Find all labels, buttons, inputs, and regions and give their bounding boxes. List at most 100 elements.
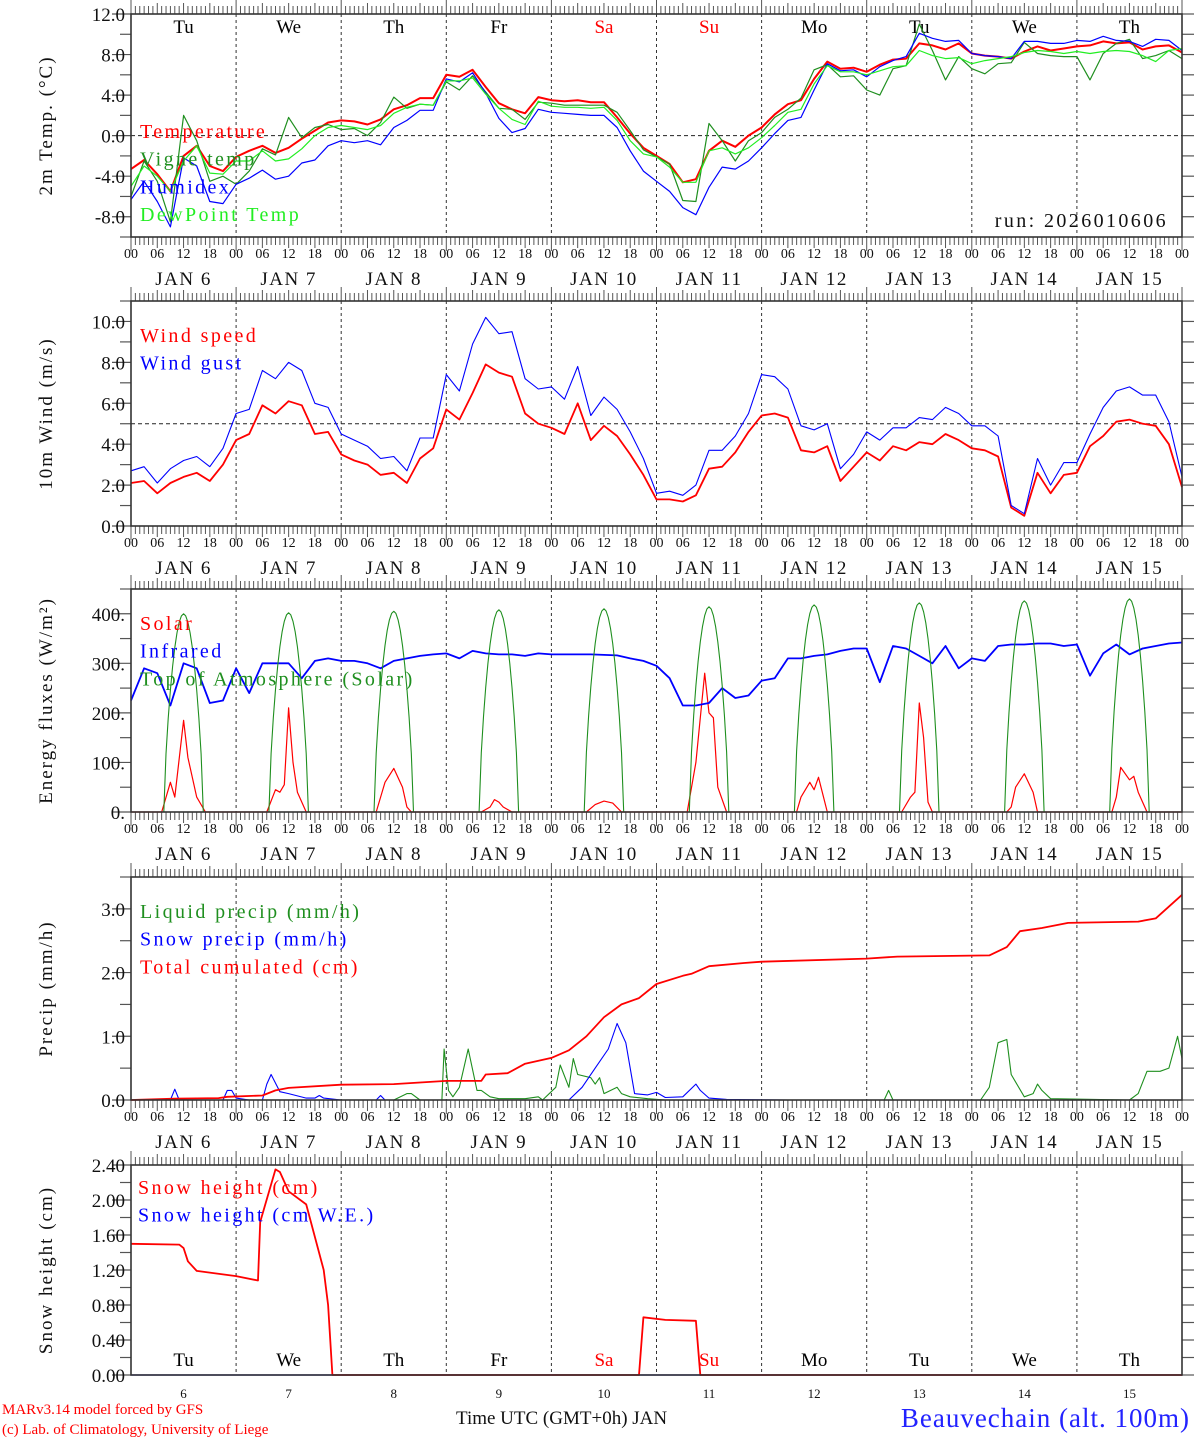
plot-frame	[130, 13, 1183, 238]
legend-item: Top of Atmosphere (Solar)	[140, 668, 415, 690]
y-tick-label: 0.0	[101, 127, 125, 148]
x-hour-label: 12	[387, 536, 401, 551]
x-date-label: JAN 8	[365, 558, 422, 579]
x-hour-label: 06	[781, 536, 795, 551]
y-tick-label: 2.0	[101, 476, 125, 497]
panel-2: 10.0 8.0 6.0 4.0 2.0 0.0 10m Wind (m/s) 00 06 12 1…	[36, 287, 1194, 579]
panel-4: 3.0 2.0 1.0 0.0 Precip (mm/h) 00 06 12 18 JAN 6 00…	[36, 863, 1194, 1153]
copyright: (c) Lab. of Climatology, University of L…	[2, 1422, 269, 1438]
x-hour-label: 06	[571, 1110, 585, 1125]
x-day-number: 10	[597, 1386, 610, 1401]
x-hour-label: 18	[1149, 247, 1163, 262]
x-hour-label: 06	[991, 1110, 1005, 1125]
x-hour-label: 00	[124, 822, 138, 837]
x-date-label: JAN 15	[1096, 269, 1164, 290]
x-hour-label: 06	[150, 1110, 164, 1125]
y-tick-label: 6.0	[101, 394, 125, 415]
y-axis-label: 2m Temp. (°C)	[36, 55, 57, 195]
x-hour-label: 12	[912, 247, 926, 262]
weekday-label: Th	[383, 1350, 405, 1371]
x-hour-label: 06	[360, 247, 374, 262]
weekday-label: Th	[1119, 1350, 1141, 1371]
x-hour-label: 06	[781, 247, 795, 262]
station-name: Beauvechain (alt. 100m)	[901, 1403, 1190, 1433]
x-ticks	[130, 287, 1183, 540]
weekday-label: Sa	[594, 1350, 614, 1371]
x-hour-label: 00	[334, 1110, 348, 1125]
x-hour-label: 06	[360, 536, 374, 551]
x-hour-label: 12	[282, 247, 296, 262]
legend-item: Snow height (cm)	[138, 1177, 320, 1199]
y-axis-label: Snow height (cm)	[36, 1186, 57, 1354]
x-hour-label: 18	[518, 536, 532, 551]
x-hour-label: 00	[439, 247, 453, 262]
y-tick-label: 1.20	[92, 1261, 125, 1282]
x-hour-label: 12	[807, 247, 821, 262]
x-hour-label: 18	[1044, 247, 1058, 262]
x-hour-label: 06	[676, 536, 690, 551]
x-hour-label: 12	[387, 822, 401, 837]
x-hour-label: 06	[255, 536, 269, 551]
series-line-wind-speed	[130, 363, 1183, 517]
x-hour-label: 18	[518, 247, 532, 262]
x-date-label: JAN 6	[155, 558, 212, 579]
x-hour-label: 00	[1175, 822, 1189, 837]
x-hour-label: 00	[544, 536, 558, 551]
weekday-label: Tu	[173, 1350, 194, 1371]
x-hour-label: 18	[1149, 536, 1163, 551]
x-hour-label: 06	[466, 822, 480, 837]
weekday-label: Tu	[909, 1350, 930, 1371]
weekday-label: Su	[699, 17, 720, 38]
panel-1: 12.0 8.0 4.0 0.0 -4.0 -8.0 2m Temp. (°C) 00 06 12…	[36, 0, 1194, 290]
legend-item: Snow precip (mm/h)	[140, 929, 349, 951]
legend-item: Infrared	[140, 641, 224, 663]
plot-frame	[130, 876, 1183, 1101]
x-hour-label: 18	[413, 536, 427, 551]
x-hour-label: 06	[1096, 536, 1110, 551]
x-hour-label: 18	[833, 1110, 847, 1125]
x-hour-label: 00	[1070, 247, 1084, 262]
x-date-label: JAN 7	[260, 844, 317, 865]
x-date-label: JAN 11	[676, 1132, 743, 1153]
legend-item: Temperature	[140, 121, 267, 143]
y-tick-label: 0.0	[101, 1091, 125, 1112]
x-hour-label: 06	[255, 1110, 269, 1125]
x-ticks	[130, 0, 1183, 251]
x-hour-label: 18	[203, 822, 217, 837]
y-tick-label: 300.	[92, 654, 125, 675]
x-hour-label: 06	[1096, 822, 1110, 837]
x-hour-label: 00	[439, 1110, 453, 1125]
x-date-label: JAN 13	[885, 1132, 953, 1153]
x-date-label: JAN 7	[260, 558, 317, 579]
x-hour-label: 18	[623, 822, 637, 837]
x-hour-label: 12	[282, 536, 296, 551]
x-hour-label: 12	[702, 247, 716, 262]
legend-item: Wind speed	[140, 325, 258, 347]
weekday-label: Tu	[909, 17, 930, 38]
y-tick-label: -8.0	[95, 208, 125, 229]
x-hour-label: 06	[466, 1110, 480, 1125]
x-hour-label: 00	[650, 536, 664, 551]
x-day-number: 12	[808, 1386, 821, 1401]
x-hour-label: 12	[282, 1110, 296, 1125]
x-hour-label: 18	[413, 1110, 427, 1125]
x-hour-label: 12	[1122, 822, 1136, 837]
x-hour-label: 00	[965, 1110, 979, 1125]
x-hour-label: 18	[203, 247, 217, 262]
x-hour-label: 00	[124, 247, 138, 262]
x-hour-label: 00	[860, 536, 874, 551]
x-hour-label: 06	[886, 822, 900, 837]
x-date-label: JAN 6	[155, 1132, 212, 1153]
x-hour-label: 12	[492, 536, 506, 551]
x-hour-label: 06	[360, 1110, 374, 1125]
run-annotation: run: 2026010606	[995, 210, 1168, 232]
x-hour-label: 12	[807, 1110, 821, 1125]
x-hour-label: 18	[623, 247, 637, 262]
x-hour-label: 00	[860, 822, 874, 837]
weekday-label: We	[276, 17, 301, 38]
x-day-number: 14	[1018, 1386, 1032, 1401]
x-hour-label: 18	[413, 247, 427, 262]
x-hour-label: 18	[728, 536, 742, 551]
x-date-label: JAN 9	[471, 558, 528, 579]
